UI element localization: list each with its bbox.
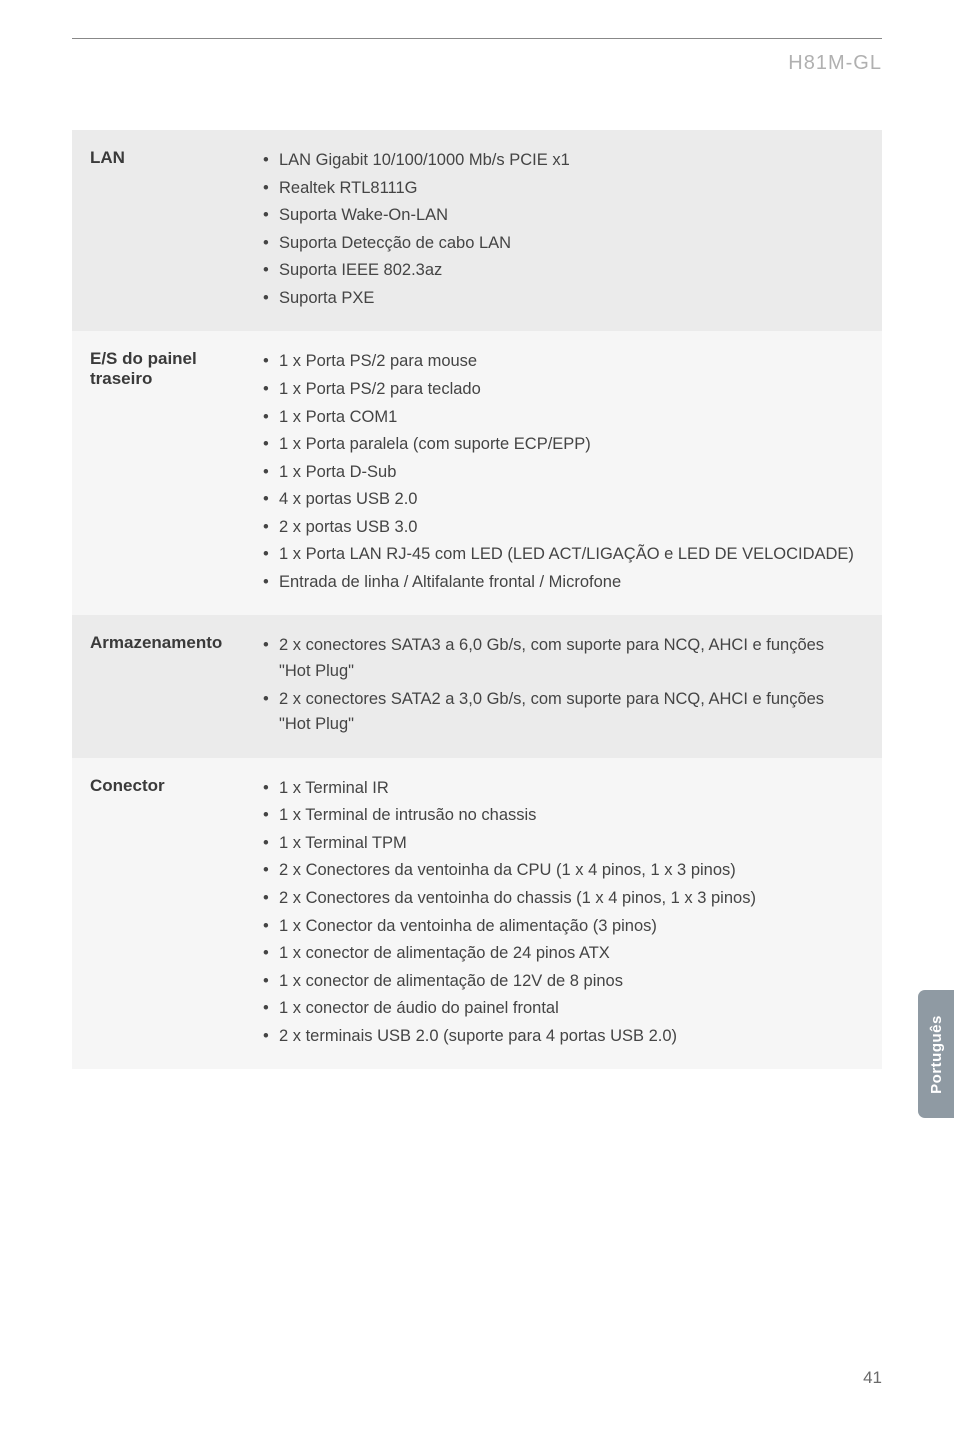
spec-item: 1 x Porta PS/2 para mouse xyxy=(261,349,858,375)
language-tab-label: Português xyxy=(928,1015,945,1094)
language-tab: Português xyxy=(918,990,954,1118)
spec-item: 4 x portas USB 2.0 xyxy=(261,487,858,513)
spec-item: Entrada de linha / Altifalante frontal /… xyxy=(261,570,858,596)
spec-item: 1 x Porta LAN RJ-45 com LED (LED ACT/LIG… xyxy=(261,542,858,568)
spec-table: LAN LAN Gigabit 10/100/1000 Mb/s PCIE x1… xyxy=(72,130,882,1069)
spec-item: Suporta PXE xyxy=(261,286,858,312)
page-number: 41 xyxy=(863,1368,882,1388)
product-name: H81M-GL xyxy=(788,52,882,75)
spec-item: Suporta Detecção de cabo LAN xyxy=(261,231,858,257)
spec-value: 1 x Terminal IR 1 x Terminal de intrusão… xyxy=(257,758,882,1070)
spec-item: 2 x Conectores da ventoinha da CPU (1 x … xyxy=(261,858,858,884)
spec-item: 1 x Terminal IR xyxy=(261,776,858,802)
spec-item: 1 x Porta D-Sub xyxy=(261,460,858,486)
spec-value: LAN Gigabit 10/100/1000 Mb/s PCIE x1 Rea… xyxy=(257,130,882,331)
spec-item: 1 x Porta COM1 xyxy=(261,405,858,431)
spec-item: 1 x conector de áudio do painel frontal xyxy=(261,996,858,1022)
spec-row-lan: LAN LAN Gigabit 10/100/1000 Mb/s PCIE x1… xyxy=(72,130,882,331)
spec-item: Suporta IEEE 802.3az xyxy=(261,258,858,284)
spec-label: E/S do painel traseiro xyxy=(72,331,257,615)
spec-row-es-painel: E/S do painel traseiro 1 x Porta PS/2 pa… xyxy=(72,331,882,615)
spec-item: 1 x conector de alimentação de 24 pinos … xyxy=(261,941,858,967)
spec-label: LAN xyxy=(72,130,257,331)
spec-item: 2 x portas USB 3.0 xyxy=(261,515,858,541)
spec-item: 1 x conector de alimentação de 12V de 8 … xyxy=(261,969,858,995)
spec-item: 1 x Porta PS/2 para teclado xyxy=(261,377,858,403)
spec-value: 2 x conectores SATA3 a 6,0 Gb/s, com sup… xyxy=(257,615,882,757)
spec-item: 1 x Porta paralela (com suporte ECP/EPP) xyxy=(261,432,858,458)
spec-value: 1 x Porta PS/2 para mouse 1 x Porta PS/2… xyxy=(257,331,882,615)
spec-item: 2 x conectores SATA3 a 6,0 Gb/s, com sup… xyxy=(261,633,858,684)
header-divider xyxy=(72,38,882,39)
spec-label: Conector xyxy=(72,758,257,1070)
spec-row-conector: Conector 1 x Terminal IR 1 x Terminal de… xyxy=(72,758,882,1070)
spec-item: 1 x Conector da ventoinha de alimentação… xyxy=(261,914,858,940)
spec-item: 1 x Terminal de intrusão no chassis xyxy=(261,803,858,829)
spec-item: 2 x conectores SATA2 a 3,0 Gb/s, com sup… xyxy=(261,687,858,738)
spec-item: Realtek RTL8111G xyxy=(261,176,858,202)
spec-row-armazenamento: Armazenamento 2 x conectores SATA3 a 6,0… xyxy=(72,615,882,757)
spec-item: 1 x Terminal TPM xyxy=(261,831,858,857)
spec-item: 2 x Conectores da ventoinha do chassis (… xyxy=(261,886,858,912)
spec-item: 2 x terminais USB 2.0 (suporte para 4 po… xyxy=(261,1024,858,1050)
spec-item: Suporta Wake-On-LAN xyxy=(261,203,858,229)
spec-item: LAN Gigabit 10/100/1000 Mb/s PCIE x1 xyxy=(261,148,858,174)
spec-label: Armazenamento xyxy=(72,615,257,757)
